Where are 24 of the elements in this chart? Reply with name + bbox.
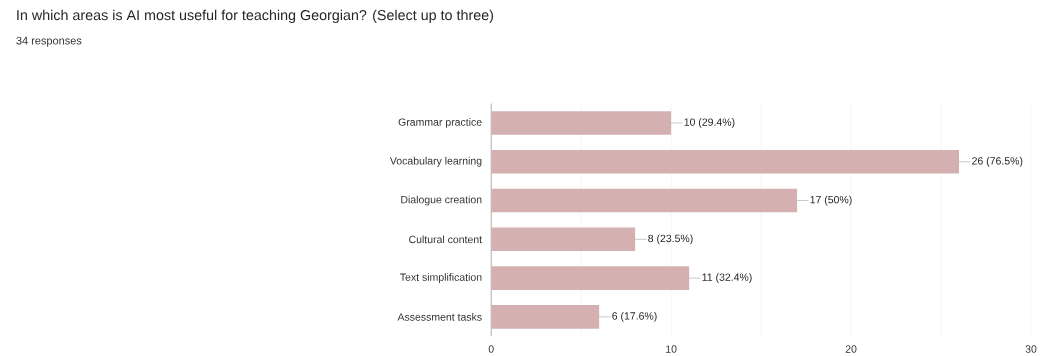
- x-tick-label: 0: [488, 345, 494, 353]
- data-label: 26 (76.5%): [972, 156, 1023, 167]
- y-tick-label: Dialogue creation: [401, 195, 482, 206]
- data-label: 8 (23.5%): [648, 234, 693, 245]
- x-tick-label: 10: [666, 345, 677, 353]
- y-tick-label: Grammar practice: [398, 118, 482, 128]
- data-label: 11 (32.4%): [702, 273, 752, 283]
- y-tick-label: Cultural content: [409, 235, 483, 244]
- y-tick-label: Text simplification: [400, 273, 482, 283]
- text: In which areas is AI most useful for teaching Georgian? (Select up to three): [17, 9, 494, 24]
- bar: [491, 149, 960, 174]
- y-tick-label: Vocabulary learning: [389, 156, 482, 167]
- x-tick-label: 20: [845, 345, 857, 353]
- bar: [491, 227, 636, 252]
- bar: [491, 266, 690, 290]
- bar: [491, 188, 798, 213]
- bar: [491, 111, 672, 135]
- text: 34 responses: [16, 36, 82, 47]
- data-label: 10 (29.4%): [684, 118, 735, 128]
- data-label: 6 (17.6%): [612, 312, 657, 322]
- bar: [491, 305, 600, 329]
- x-tick-label: 30: [1025, 345, 1037, 353]
- y-tick-label: Assessment tasks: [397, 313, 482, 321]
- data-label: 17 (50%): [810, 195, 852, 206]
